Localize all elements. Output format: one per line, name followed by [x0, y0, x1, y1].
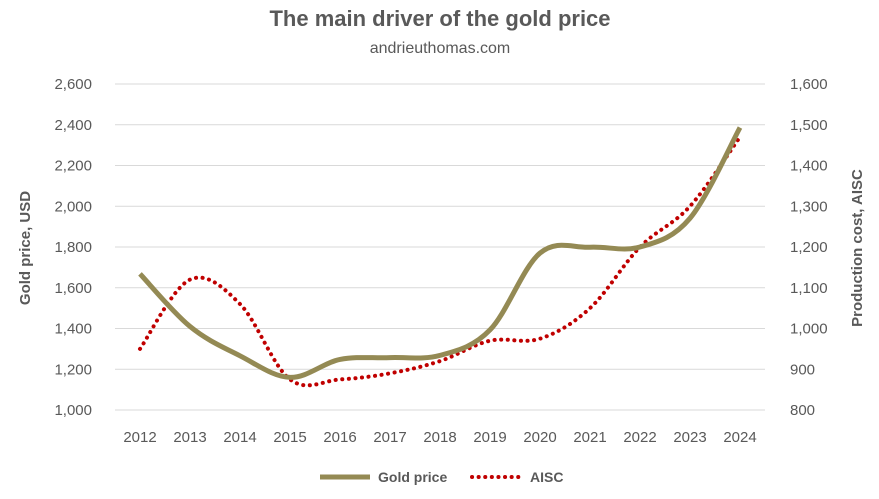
left-tick-label: 1,600	[54, 280, 92, 297]
x-tick-label: 2019	[473, 429, 506, 446]
x-tick-label: 2015	[273, 429, 306, 446]
right-tick-label: 1,200	[790, 239, 828, 256]
right-tick-label: 1,600	[790, 76, 828, 93]
right-tick-label: 800	[790, 402, 815, 419]
x-tick-label: 2024	[723, 429, 756, 446]
x-tick-label: 2018	[423, 429, 456, 446]
series-gold-price-line	[138, 126, 743, 380]
series-layer	[138, 126, 743, 388]
x-tick-label: 2012	[123, 429, 156, 446]
chart-subtitle: andrieuthomas.com	[370, 40, 511, 57]
right-tick-label: 1,500	[790, 117, 828, 134]
left-axis-title: Gold price, USD	[17, 191, 34, 305]
legend: Gold price AISC	[320, 469, 563, 485]
left-tick-label: 2,000	[54, 198, 92, 215]
left-tick-label: 1,000	[54, 402, 92, 419]
right-tick-label: 1,300	[790, 198, 828, 215]
legend-label-aisc: AISC	[530, 469, 563, 485]
legend-label-gold-price: Gold price	[378, 469, 447, 485]
x-tick-label: 2013	[173, 429, 206, 446]
right-tick-label: 1,400	[790, 158, 828, 175]
right-tick-label: 1,000	[790, 321, 828, 338]
right-tick-label: 900	[790, 361, 815, 378]
left-tick-label: 2,200	[54, 158, 92, 175]
gridlines	[115, 83, 765, 411]
right-axis-ticks: 800 900 1,000 1,100 1,200 1,300 1,400 1,500 1,60…	[790, 76, 828, 419]
left-axis-ticks: 1,000 1,200 1,400 1,600 1,800 2,000 2,200 2,400…	[54, 76, 92, 419]
x-tick-label: 2014	[223, 429, 256, 446]
x-tick-label: 2021	[573, 429, 606, 446]
x-tick-label: 2020	[523, 429, 556, 446]
left-tick-label: 1,200	[54, 361, 92, 378]
left-tick-label: 2,600	[54, 76, 92, 93]
right-tick-label: 1,100	[790, 280, 828, 297]
x-tick-label: 2022	[623, 429, 656, 446]
x-tick-label: 2023	[673, 429, 706, 446]
x-axis-ticks: 2012 2013 2014 2015 2016 2017 2018 2019 2020 2021…	[123, 429, 756, 446]
left-tick-label: 1,800	[54, 239, 92, 256]
series-aisc-line	[138, 134, 742, 388]
left-tick-label: 1,400	[54, 321, 92, 338]
x-tick-label: 2016	[323, 429, 356, 446]
chart-title: The main driver of the gold price	[269, 6, 610, 31]
left-tick-label: 2,400	[54, 117, 92, 134]
right-axis-title: Production cost, AISC	[849, 169, 866, 327]
x-tick-label: 2017	[373, 429, 406, 446]
